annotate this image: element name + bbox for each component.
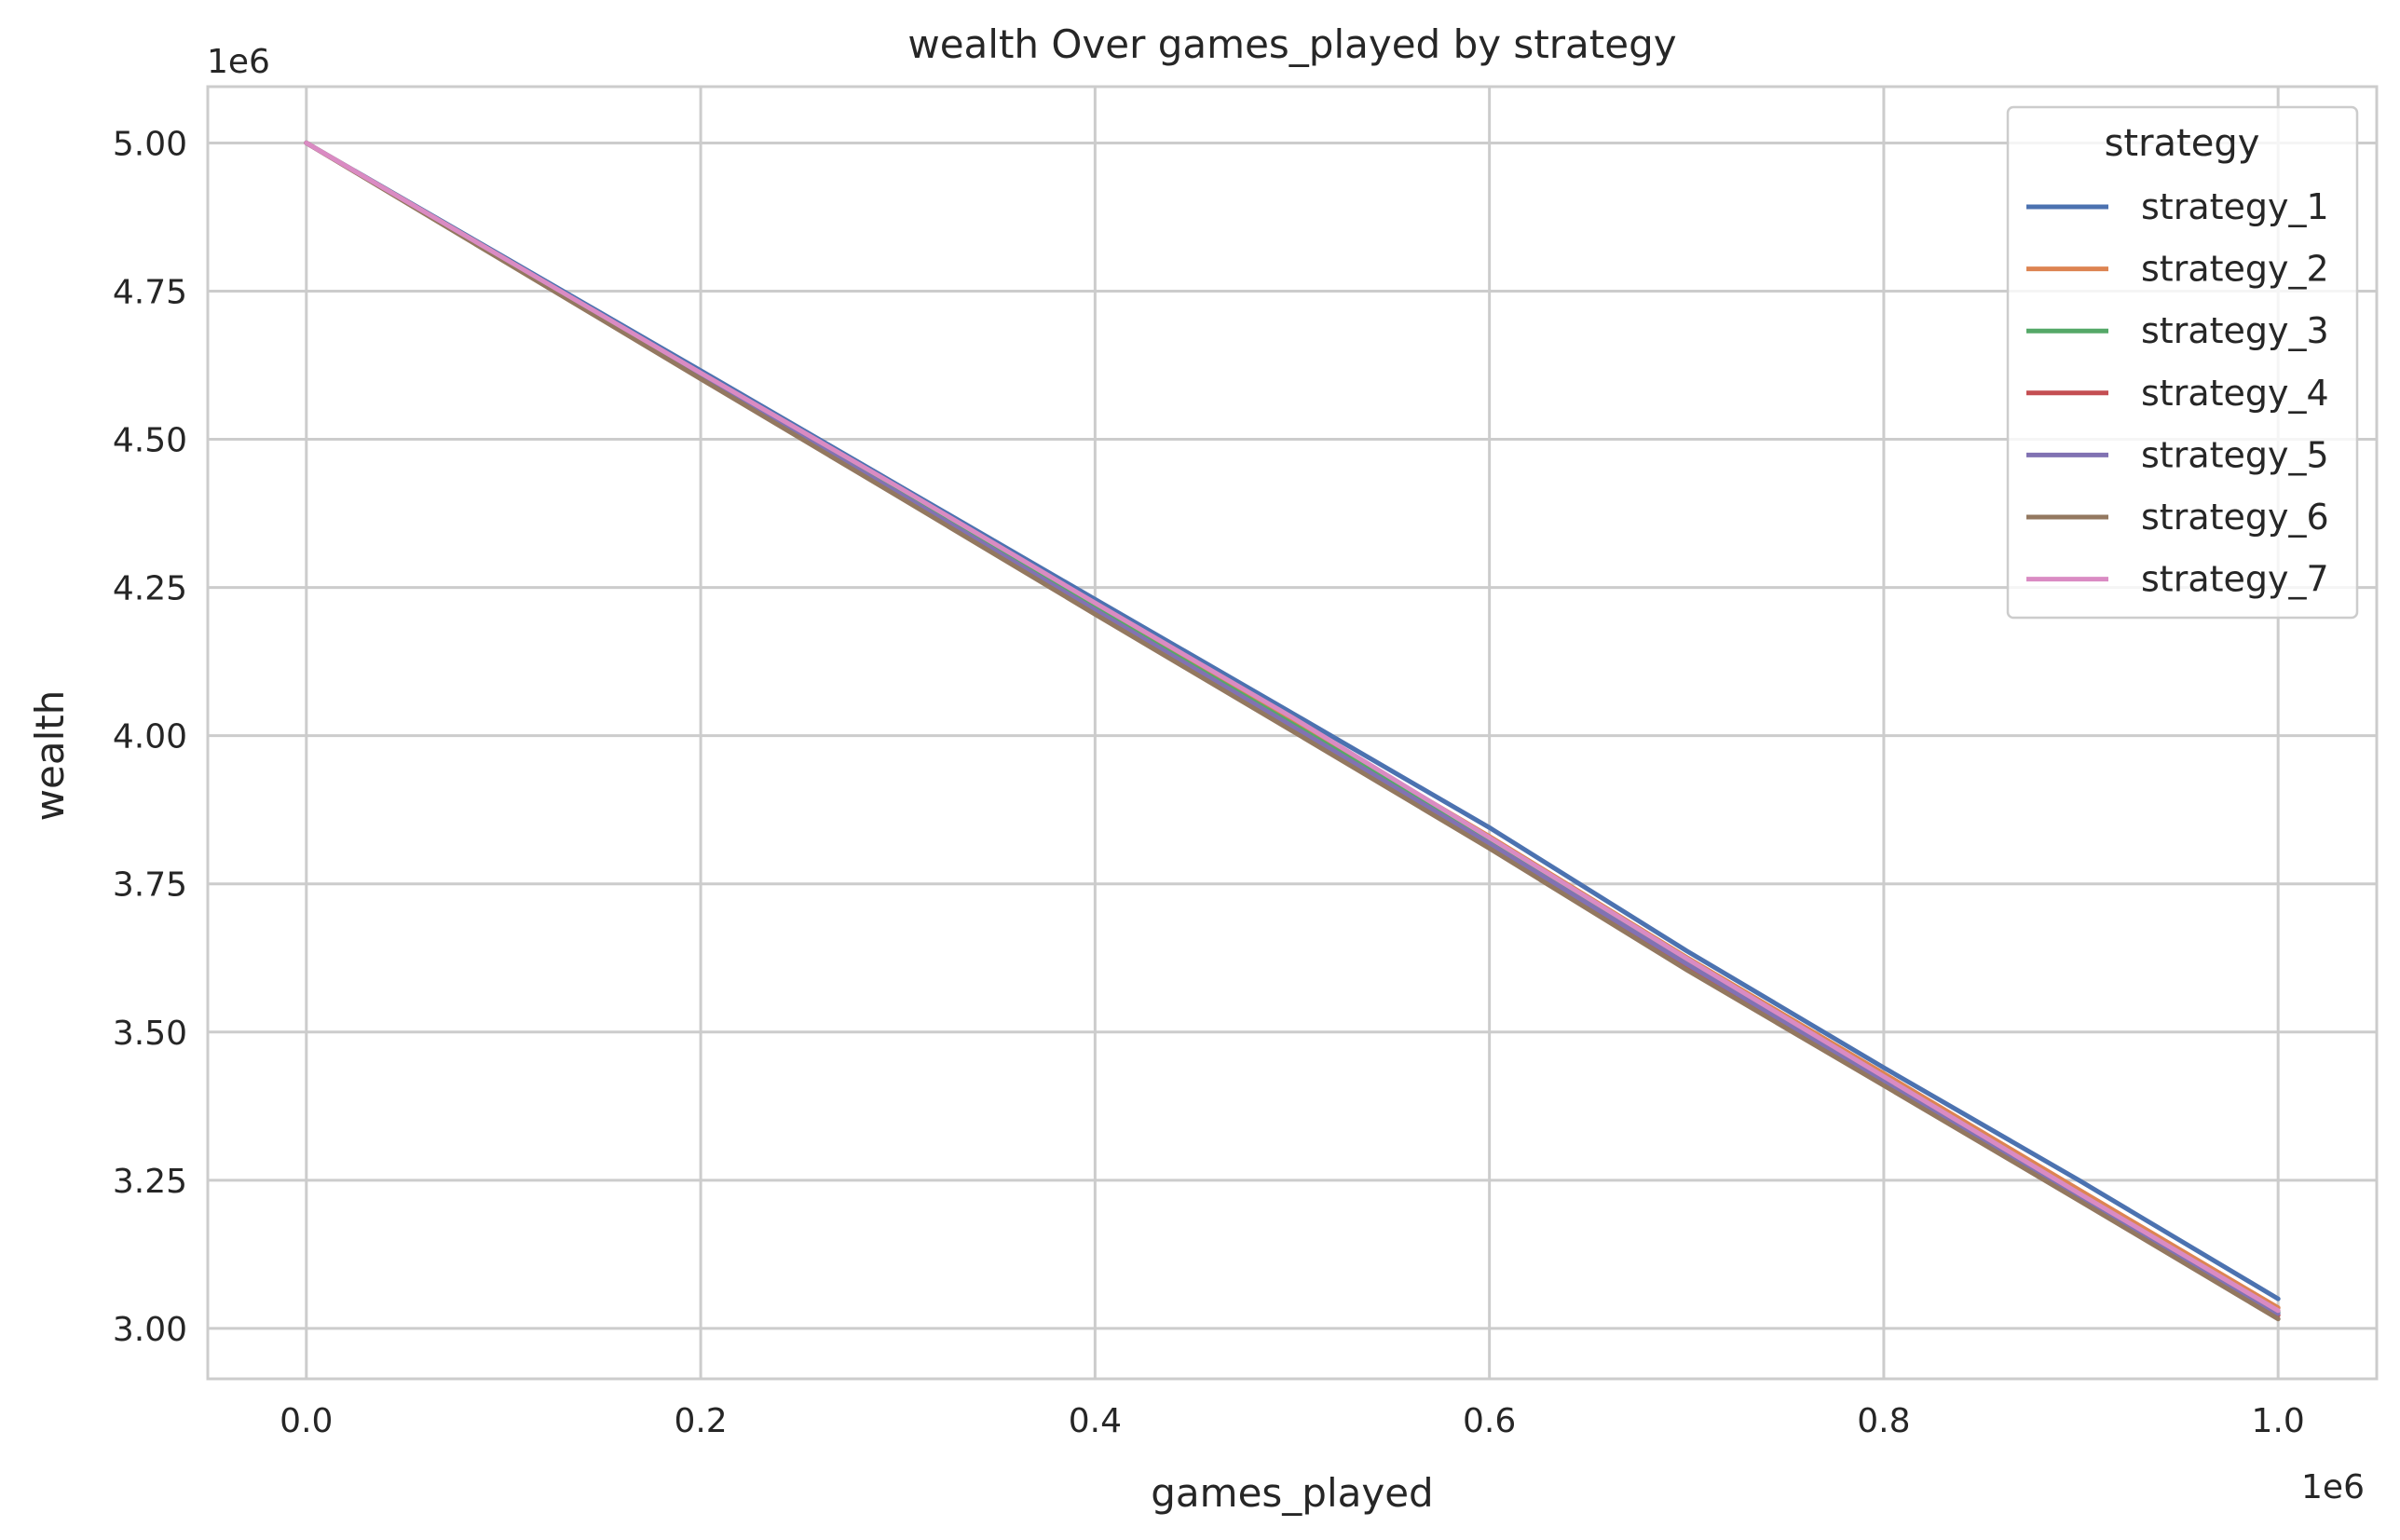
legend: strategy strategy_1strategy_2strategy_3s… bbox=[2006, 105, 2359, 620]
y-tick-label: 5.00 bbox=[113, 125, 187, 163]
legend-item: strategy_3 bbox=[2026, 310, 2329, 351]
legend-label: strategy_5 bbox=[2141, 434, 2329, 475]
chart-title: wealth Over games_played by strategy bbox=[907, 21, 1676, 67]
series-line-strategy_7 bbox=[304, 140, 2281, 1314]
x-tick-label: 0.6 bbox=[1463, 1402, 1516, 1440]
legend-item: strategy_5 bbox=[2026, 434, 2329, 475]
legend-label: strategy_3 bbox=[2141, 310, 2329, 351]
legend-item: strategy_6 bbox=[2026, 497, 2329, 538]
legend-title: strategy bbox=[2105, 122, 2260, 165]
x-tick-label: 0.8 bbox=[1857, 1402, 1910, 1440]
x-axis-label: games_played bbox=[1151, 1470, 1433, 1516]
y-axis-label: wealth bbox=[27, 690, 73, 822]
y-tick-label: 4.00 bbox=[113, 718, 187, 756]
y-axis-offset-text: 1e6 bbox=[207, 43, 270, 81]
y-tick-label: 4.75 bbox=[113, 274, 187, 312]
y-tick-label: 3.50 bbox=[113, 1015, 187, 1053]
legend-box bbox=[2006, 105, 2359, 620]
x-axis-offset-text: 1e6 bbox=[2301, 1468, 2365, 1506]
legend-items: strategy_1 strategy_2 strategy_3 strategy_4… bbox=[2026, 186, 2329, 600]
legend-label: strategy_6 bbox=[2141, 497, 2329, 538]
plot-area-frame bbox=[206, 85, 2379, 1381]
legend-item: strategy_2 bbox=[2026, 249, 2329, 290]
x-tick-label: 1.0 bbox=[2252, 1402, 2305, 1440]
tick-labels: 0.0 0.2 0.4 0.6 0.8 1.0 3.00 3.25 3.50 3.75 4.00 4.… bbox=[113, 125, 2305, 1440]
legend-label: strategy_2 bbox=[2141, 249, 2329, 290]
legend-item: strategy_1 bbox=[2026, 186, 2329, 227]
series-line-strategy_6 bbox=[304, 140, 2281, 1322]
x-tick-label: 0.2 bbox=[674, 1402, 727, 1440]
y-tick-label: 4.50 bbox=[113, 422, 187, 460]
y-tick-label: 3.75 bbox=[113, 866, 187, 905]
x-tick-label: 0.0 bbox=[280, 1402, 333, 1440]
series-lines bbox=[304, 140, 2281, 1322]
legend-item: strategy_4 bbox=[2026, 373, 2329, 414]
y-tick-label: 3.25 bbox=[113, 1163, 187, 1201]
legend-item: strategy_7 bbox=[2026, 559, 2329, 600]
legend-label: strategy_7 bbox=[2141, 559, 2329, 600]
y-tick-label: 4.25 bbox=[113, 570, 187, 608]
y-tick-label: 3.00 bbox=[113, 1311, 187, 1349]
x-tick-label: 0.4 bbox=[1069, 1402, 1122, 1440]
legend-label: strategy_4 bbox=[2141, 373, 2329, 414]
legend-label: strategy_1 bbox=[2141, 186, 2329, 227]
